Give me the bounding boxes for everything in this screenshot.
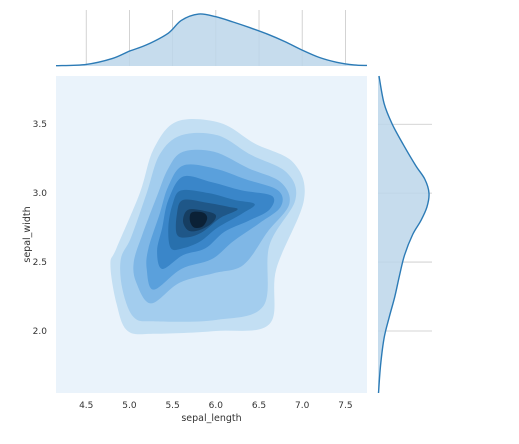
top-marginal-density-line (55, 13, 368, 67)
kde-contours (110, 119, 305, 335)
x-axis-label: sepal_length (181, 413, 241, 424)
right-marginal-density-line (377, 75, 430, 394)
y-tick-label: 3.5 (33, 120, 47, 130)
x-tick-label: 7.0 (295, 401, 310, 411)
x-tick-label: 5.5 (165, 401, 179, 411)
x-tick-label: 7.5 (338, 401, 352, 411)
x-tick-label: 4.5 (79, 401, 93, 411)
y-tick-label: 3.0 (33, 189, 48, 199)
y-tick-label: 2.0 (33, 327, 48, 337)
x-axis-ticks: 4.5 5.0 5.5 6.0 6.5 7.0 7.5 (79, 401, 352, 411)
kde-contour-level-9 (189, 211, 208, 229)
y-axis-ticks: 2.0 2.5 3.0 3.5 (33, 120, 48, 337)
y-tick-label: 2.5 (33, 258, 47, 268)
right-marginal-density-fill (378, 76, 430, 393)
top-marginal-density-plot (55, 10, 368, 67)
y-axis-label: sepal_width (22, 206, 33, 262)
x-tick-label: 5.0 (122, 401, 137, 411)
x-tick-label: 6.5 (252, 401, 266, 411)
x-tick-label: 6.0 (209, 401, 224, 411)
right-marginal-density-plot (377, 75, 432, 394)
top-marginal-density-fill (56, 13, 367, 66)
